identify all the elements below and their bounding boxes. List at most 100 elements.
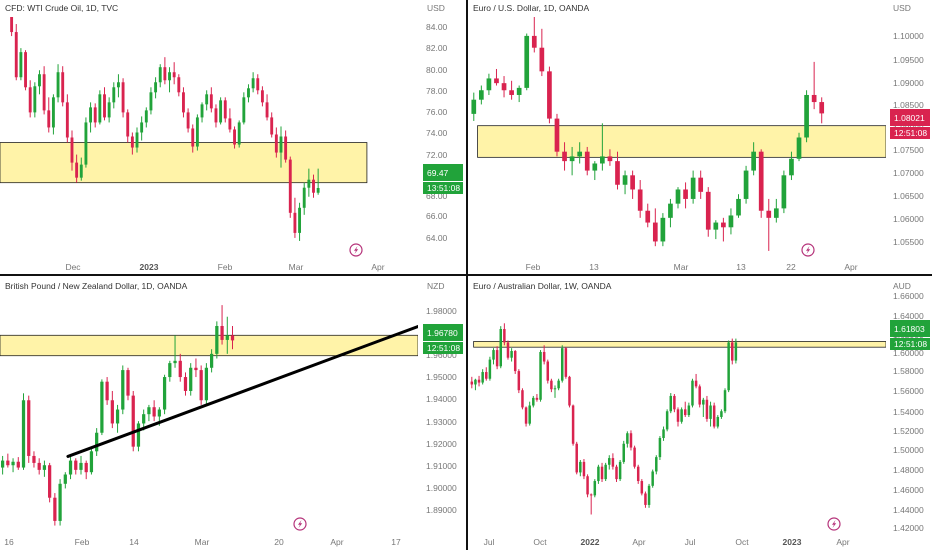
candle	[550, 378, 553, 393]
wti-zone-0[interactable]	[0, 142, 368, 184]
x-tick-label: 13	[589, 262, 599, 272]
candle	[84, 460, 88, 480]
candle-body	[615, 161, 620, 185]
candle	[542, 345, 546, 365]
candle-body	[622, 443, 625, 462]
candle-body	[789, 158, 794, 176]
gbpnzd-trendline[interactable]	[66, 324, 418, 458]
candle-body	[42, 74, 46, 111]
candle	[506, 340, 510, 360]
euraud-lightning-icon[interactable]	[827, 517, 841, 531]
eurusd-zone-0[interactable]	[477, 125, 886, 158]
candle-body	[110, 400, 114, 424]
candle-body	[158, 67, 162, 83]
candle-body	[233, 129, 236, 145]
candle-body	[215, 326, 219, 354]
candle-body	[604, 464, 607, 480]
candle	[789, 151, 794, 181]
candle-body	[773, 208, 779, 218]
gbpnzd-plot-area[interactable]	[0, 305, 418, 526]
candle-body	[804, 94, 809, 138]
candle-body	[655, 457, 658, 472]
candle	[675, 187, 681, 209]
candle-body	[589, 494, 593, 496]
candle	[736, 194, 741, 218]
candle-body	[645, 210, 651, 223]
candle	[48, 462, 52, 503]
y-tick-label: 1.10000	[893, 31, 924, 41]
y-tick-label: 1.42000	[893, 523, 924, 533]
candle	[230, 326, 235, 350]
price-tag-value: 69.47	[427, 168, 449, 178]
candle-body	[37, 462, 41, 470]
candle	[279, 126, 283, 168]
chart-panel-eur-aud[interactable]: Euro / Australian Dollar, 1W, OANDA AUD …	[470, 281, 930, 547]
eurusd-lightning-icon[interactable]	[801, 243, 815, 257]
gbpnzd-zone-0[interactable]	[0, 334, 418, 357]
candle-body	[79, 462, 83, 470]
candle	[247, 84, 250, 103]
candle	[495, 346, 499, 370]
candle-body	[131, 395, 135, 447]
euraud-plot-area[interactable]	[470, 323, 886, 515]
candle	[615, 151, 620, 190]
x-tick-label: Mar	[674, 262, 689, 272]
gbpnzd-lightning-icon[interactable]	[293, 517, 307, 531]
candle-body	[698, 386, 701, 405]
candle	[6, 453, 10, 468]
candle-body	[687, 405, 691, 416]
y-tick-label: 1.89000	[426, 505, 457, 515]
x-tick-label: Jul	[484, 537, 495, 547]
candle-body	[660, 217, 666, 242]
candle-body	[517, 371, 521, 391]
candle	[723, 388, 727, 414]
eurusd-plot-area[interactable]	[471, 15, 886, 251]
chart-panel-gbp-nzd[interactable]: British Pound / New Zealand Dollar, 1D, …	[0, 281, 463, 547]
wti-lightning-icon[interactable]	[349, 243, 363, 257]
candle	[61, 66, 65, 107]
candle	[135, 127, 139, 153]
candle	[660, 213, 666, 247]
chart-panel-wti-crude-oil[interactable]: CFD: WTI Crude Oil, 1D, TVC USD 84.00 82.…	[0, 0, 463, 272]
y-tick-label: 1.09500	[893, 55, 924, 65]
candle	[582, 459, 586, 480]
wti-time-axis[interactable]: Dec 2023 Feb Mar Apr	[65, 262, 384, 272]
candle-body	[568, 376, 571, 406]
wti-plot-area[interactable]	[0, 0, 368, 241]
candle-body	[532, 397, 535, 406]
candle-body	[242, 97, 246, 123]
y-tick-label: 1.94000	[426, 394, 457, 404]
candle-body	[647, 485, 651, 505]
y-tick-label: 1.91000	[426, 461, 457, 471]
y-tick-label: 1.08500	[893, 100, 924, 110]
candle-body	[531, 35, 537, 48]
candle	[316, 168, 320, 195]
chart-panel-eur-usd[interactable]: Euro / U.S. Dollar, 1D, OANDA USD 1.1000…	[471, 3, 930, 272]
candle	[130, 132, 134, 155]
y-tick-label: 72.00	[426, 150, 448, 160]
candle-body	[312, 179, 315, 193]
candle	[112, 82, 116, 109]
gbpnzd-time-axis[interactable]: 16 Feb 14 Mar 20 Apr 17	[4, 537, 401, 547]
candle	[173, 335, 177, 368]
candle	[492, 348, 495, 365]
candle	[178, 353, 182, 382]
candle-body	[16, 461, 20, 468]
candle	[115, 404, 120, 433]
euraud-price-axis[interactable]: 1.660001.640001.620001.600001.580001.560…	[893, 291, 924, 533]
candle	[307, 168, 311, 197]
candle-body	[716, 416, 720, 427]
candle	[70, 130, 74, 171]
eurusd-time-axis[interactable]: Feb 13 Mar 13 22 Apr	[526, 262, 858, 272]
candle-body	[219, 100, 223, 123]
candle-body	[698, 177, 704, 192]
y-tick-label: 1.56000	[893, 386, 924, 396]
candle-body	[6, 460, 10, 466]
candle-body	[260, 90, 264, 103]
candle	[471, 92, 477, 121]
candle-body	[265, 102, 269, 118]
euraud-time-axis[interactable]: Jul Oct 2022 Apr Jul Oct 2023 Apr	[484, 537, 850, 547]
candle	[183, 372, 188, 396]
euraud-zone-0[interactable]	[473, 341, 886, 348]
candle-body	[481, 372, 484, 383]
